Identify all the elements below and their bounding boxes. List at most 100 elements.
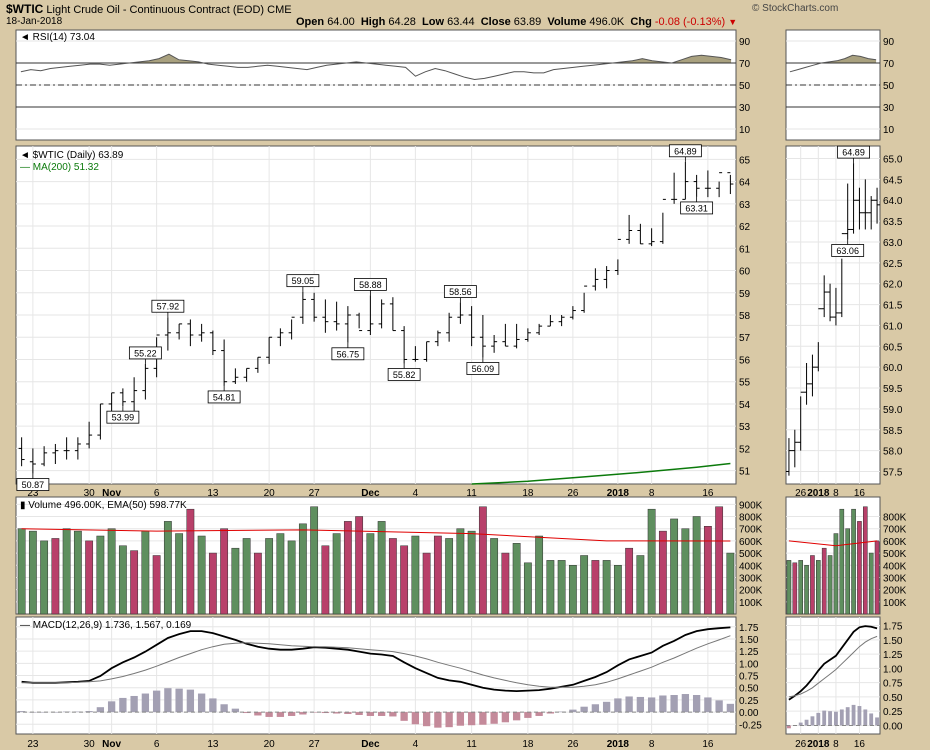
histogram-bar: [130, 695, 138, 713]
volume-bar: [692, 516, 701, 615]
histogram-bar: [141, 693, 150, 713]
histogram-bar: [231, 708, 240, 713]
volume-bar: [130, 550, 139, 615]
x-tick-label: 11: [466, 739, 477, 750]
y-tick-label: 62.0: [883, 280, 903, 291]
volume-bar: [298, 523, 307, 615]
volume-bar: [400, 545, 409, 615]
histogram-bar: [869, 713, 874, 726]
x-tick-label: 27: [309, 488, 321, 499]
y-tick-label: 58.5: [883, 426, 903, 437]
volume-bar: [355, 516, 364, 615]
y-tick-label: 59.0: [883, 405, 903, 416]
histogram-bar: [715, 700, 723, 713]
x-tick-label: 16: [702, 488, 714, 499]
x-tick-label: 8: [649, 739, 655, 750]
volume-mini-bar: [833, 533, 839, 615]
y-tick-label: 60.0: [883, 363, 903, 374]
ohlc-readout: Open 64.00 High 64.28 Low 63.44 Close 63…: [296, 16, 738, 28]
histogram-bar: [456, 712, 465, 726]
volume-bar: [197, 535, 206, 615]
y-tick-label: 53: [739, 422, 751, 433]
histogram-bar: [411, 712, 420, 725]
x-tick-label: Nov: [102, 739, 121, 750]
y-tick-label: 600K: [883, 537, 907, 548]
volume-value: 496.0K: [589, 16, 625, 28]
volume-bar: [62, 528, 71, 615]
y-tick-label: 50: [883, 81, 895, 92]
y-tick-label: 1.25: [739, 647, 759, 658]
histogram-bar: [524, 712, 532, 718]
y-tick-label: 56: [739, 355, 751, 366]
histogram-bar: [186, 689, 195, 713]
x-tick-label: 20: [264, 488, 276, 499]
x-tick-label: 30: [84, 488, 96, 499]
histogram-bar: [164, 688, 172, 713]
y-tick-label: 70: [739, 59, 751, 70]
volume-mini-bar: [851, 508, 856, 615]
y-tick-label: 500K: [739, 549, 763, 560]
volume-bar: [242, 538, 251, 615]
y-tick-label: 58.0: [883, 447, 903, 458]
price-mini-panel: [785, 145, 881, 485]
histogram-bar: [828, 711, 832, 726]
y-tick-label: 58: [739, 311, 751, 322]
y-tick-label: 57: [739, 333, 751, 344]
volume-mini-bar: [845, 528, 850, 615]
y-tick-label: 61.0: [883, 321, 903, 332]
y-tick-label: 100K: [883, 598, 907, 609]
histogram-bar: [74, 711, 82, 713]
y-tick-label: 60.5: [883, 342, 903, 353]
y-tick-label: 200K: [883, 586, 907, 597]
histogram-bar: [389, 712, 397, 717]
price-callout-label: 64.89: [842, 148, 865, 158]
price-bars: 50.87 55.22 53.99 57.92 54.81 59.05 56.75 58.88…: [16, 144, 734, 491]
y-tick-label: 52: [739, 444, 751, 455]
macd-mini-signal-line: [788, 635, 878, 698]
price-callout-label: 58.88: [359, 280, 382, 290]
volume-bar: [478, 506, 487, 615]
histogram-bar: [839, 709, 844, 726]
histogram-bar: [692, 695, 701, 713]
x-tick-label: 16: [702, 739, 714, 750]
histogram-bar: [490, 712, 498, 724]
histogram-bar: [851, 704, 856, 726]
x-tick-label: 18: [522, 739, 534, 750]
y-tick-label: 0.00: [739, 708, 759, 719]
low-value: 63.44: [447, 16, 475, 28]
volume-bar: [231, 547, 240, 615]
y-tick-label: 1.00: [883, 664, 903, 675]
y-tick-label: 64.5: [883, 175, 903, 186]
y-tick-label: 90: [883, 37, 895, 48]
y-tick-label: 1.75: [883, 622, 903, 633]
x-tick-label: 2018: [807, 488, 830, 499]
y-tick-label: 64: [739, 178, 751, 189]
y-tick-label: 100K: [739, 598, 763, 609]
price-callout-label: 56.09: [472, 364, 495, 374]
volume-bar: [343, 521, 352, 615]
volume-bar: [647, 508, 656, 615]
volume-mini-bar: [863, 506, 868, 615]
histogram-bar: [647, 697, 656, 713]
volume-bar: [287, 540, 296, 615]
histogram-bar: [704, 697, 712, 713]
histogram-bar: [242, 712, 251, 714]
macd-legend: — MACD(12,26,9) 1.736, 1.567, 0.169: [20, 620, 192, 631]
volume-bar: [175, 533, 184, 615]
volume-mini-bar: [821, 547, 827, 615]
histogram-bar: [636, 696, 645, 713]
histogram-bar: [96, 707, 105, 713]
y-tick-label: 800K: [739, 513, 763, 524]
volume-bar: [523, 562, 532, 615]
volume-mini-bar: [816, 560, 821, 615]
histogram-bar: [299, 712, 307, 715]
volume-bar: [377, 521, 386, 615]
histogram-bar: [681, 694, 690, 713]
y-tick-label: 1.50: [739, 635, 759, 646]
volume-bar: [715, 506, 724, 615]
macd-histogram: [17, 688, 735, 728]
y-tick-label: 400K: [883, 561, 907, 572]
y-tick-label: 51: [739, 467, 751, 478]
volume-bar: [107, 528, 116, 615]
histogram-bar: [535, 712, 543, 716]
